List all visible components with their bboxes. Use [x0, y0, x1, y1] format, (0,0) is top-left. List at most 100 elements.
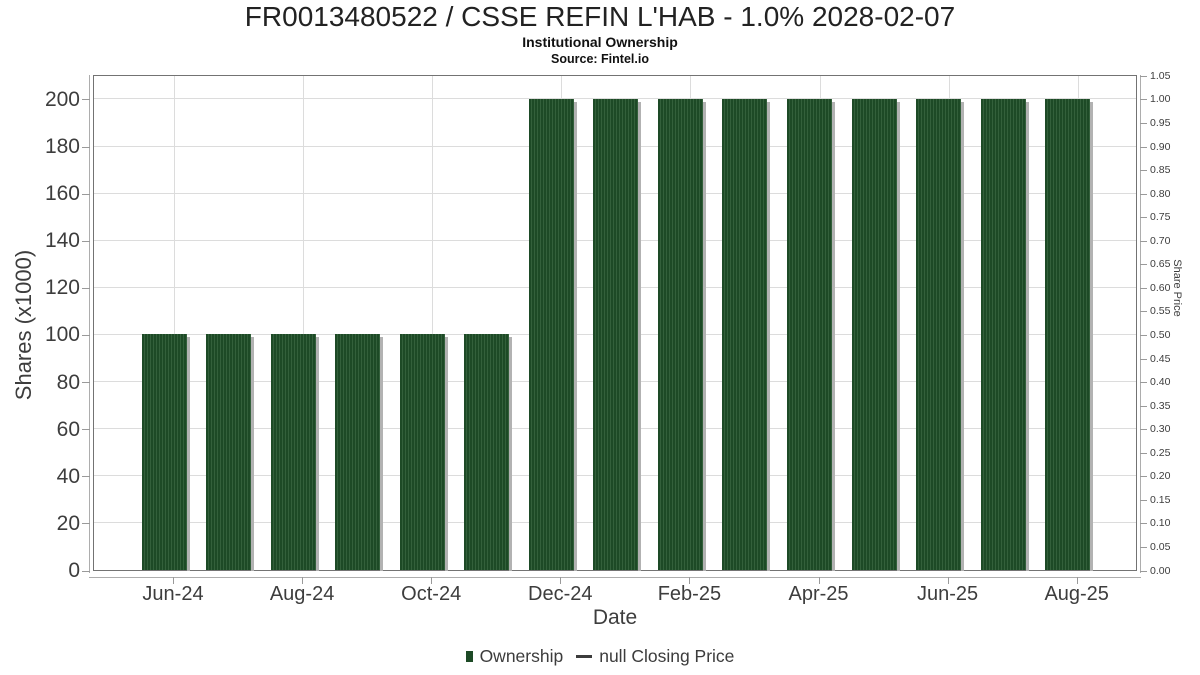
right-axis-tick-label: 0.45: [1150, 352, 1171, 365]
ownership-bar: [657, 98, 706, 571]
left-axis-tick: [82, 193, 90, 195]
right-axis-tick: [1140, 240, 1147, 242]
chart-title: FR0013480522 / CSSE REFIN L'HAB - 1.0% 2…: [244, 1, 956, 32]
left-axis-tick-label: 60: [56, 417, 80, 441]
right-axis-tick: [1140, 523, 1147, 525]
bar-shadow: [767, 101, 771, 571]
right-axis-tick-label: 0.60: [1150, 281, 1171, 294]
right-axis-tick-label: 1.05: [1150, 69, 1171, 82]
x-axis-tick-label: Jun-24: [142, 583, 204, 605]
right-axis-tick: [1140, 264, 1147, 266]
x-axis-tick-label: Apr-25: [788, 583, 849, 605]
x-axis-tick: [1076, 577, 1078, 584]
left-axis-tick-label: 140: [44, 229, 80, 253]
bar-shadow: [573, 101, 577, 571]
right-axis-tick: [1140, 546, 1147, 548]
x-axis-tick: [947, 577, 949, 584]
v-gridline: [174, 76, 175, 570]
right-axis-tick: [1140, 382, 1147, 384]
left-axis-tick-label: 40: [56, 464, 80, 488]
right-axis-tick-label: 0.65: [1150, 258, 1171, 271]
right-axis-tick: [1140, 499, 1147, 501]
chart-subtitle: Institutional Ownership: [522, 34, 678, 50]
ownership-bar: [206, 334, 255, 571]
right-axis-tick: [1140, 193, 1147, 195]
bar-shadow: [961, 101, 965, 571]
right-axis-tick: [1140, 146, 1147, 148]
bar-shadow: [251, 337, 255, 571]
x-axis-tick: [302, 577, 304, 584]
left-axis-tick-label: 160: [44, 182, 80, 206]
bar-shadow: [896, 101, 900, 571]
bar-shadow: [444, 337, 448, 571]
x-axis-tick-label: Dec-24: [528, 583, 593, 605]
right-axis-tick: [1140, 217, 1147, 219]
right-axis-tick: [1140, 311, 1147, 313]
x-axis-tick-label: Jun-25: [917, 583, 979, 605]
right-axis-tick-label: 0.75: [1150, 211, 1171, 224]
right-axis-tick: [1140, 334, 1147, 336]
x-axis-tick-label: Feb-25: [657, 583, 722, 605]
right-axis-tick-label: 0.70: [1150, 234, 1171, 247]
x-axis-tick: [431, 577, 433, 584]
x-axis-tick: [689, 577, 691, 584]
right-axis-tick-label: 0.00: [1150, 564, 1171, 577]
ownership-bar: [851, 98, 900, 571]
ownership-bar: [1045, 98, 1094, 571]
x-axis-tick: [818, 577, 820, 584]
right-axis-tick-label: 1.00: [1150, 93, 1171, 106]
right-axis-tick-label: 0.85: [1150, 164, 1171, 177]
right-axis-tick-label: 0.25: [1150, 446, 1171, 459]
plot-area: [93, 75, 1137, 571]
x-axis-tick-label: Aug-24: [269, 583, 335, 605]
left-axis-tick: [82, 523, 90, 525]
closing-price-legend-label: null Closing Price: [599, 646, 735, 666]
right-axis-tick: [1140, 570, 1147, 572]
left-axis-tick: [82, 146, 90, 148]
ownership-bar: [787, 98, 835, 571]
bar-shadow: [832, 101, 835, 571]
left-axis-tick-label: 100: [44, 323, 80, 347]
bar-shadow: [1090, 101, 1094, 571]
left-axis-tick-label: 200: [44, 87, 80, 111]
right-axis-tick-label: 0.40: [1150, 376, 1171, 389]
right-axis-tick: [1140, 358, 1147, 360]
bar-shadow: [186, 337, 190, 571]
right-axis-tick-label: 0.30: [1150, 423, 1171, 436]
x-axis-tick-label: Oct-24: [401, 583, 462, 605]
x-axis-tick: [173, 577, 174, 584]
left-axis-tick: [82, 476, 90, 478]
right-axis-tick: [1140, 287, 1147, 289]
v-gridline: [303, 76, 305, 570]
left-axis-tick: [82, 99, 90, 101]
right-axis-tick-label: 0.95: [1150, 117, 1171, 130]
right-axis-tick: [1140, 429, 1147, 431]
v-gridline: [432, 76, 434, 570]
right-axis-tick: [1140, 170, 1147, 172]
right-axis-tick: [1140, 452, 1147, 454]
left-axis-tick-label: 120: [44, 276, 80, 300]
bar-shadow: [380, 337, 384, 571]
legend: Ownership null Closing Price: [0, 646, 1200, 667]
left-axis-tick: [82, 570, 90, 572]
left-axis-tick: [82, 429, 90, 431]
right-axis-tick-label: 0.20: [1150, 470, 1171, 483]
ownership-bar: [593, 98, 642, 571]
ownership-bar: [528, 98, 577, 571]
x-axis-tick: [560, 577, 562, 584]
left-axis-tick: [82, 334, 90, 336]
left-axis-tick: [82, 382, 90, 384]
right-axis-tick-label: 0.90: [1150, 140, 1171, 153]
bar-shadow: [702, 101, 706, 571]
left-axis-line: [89, 75, 90, 573]
left-axis-tick-label: 0: [68, 559, 80, 582]
right-axis-tick: [1140, 405, 1147, 407]
left-axis-tick: [82, 240, 90, 242]
right-axis-tick-label: 0.15: [1150, 493, 1171, 506]
right-axis-tick: [1140, 123, 1147, 125]
left-axis-tick: [82, 287, 90, 289]
x-axis-label: Date: [592, 606, 638, 629]
ownership-legend-marker-icon: [465, 651, 473, 662]
left-axis-tick-label: 20: [56, 511, 80, 535]
bar-shadow: [638, 101, 642, 571]
